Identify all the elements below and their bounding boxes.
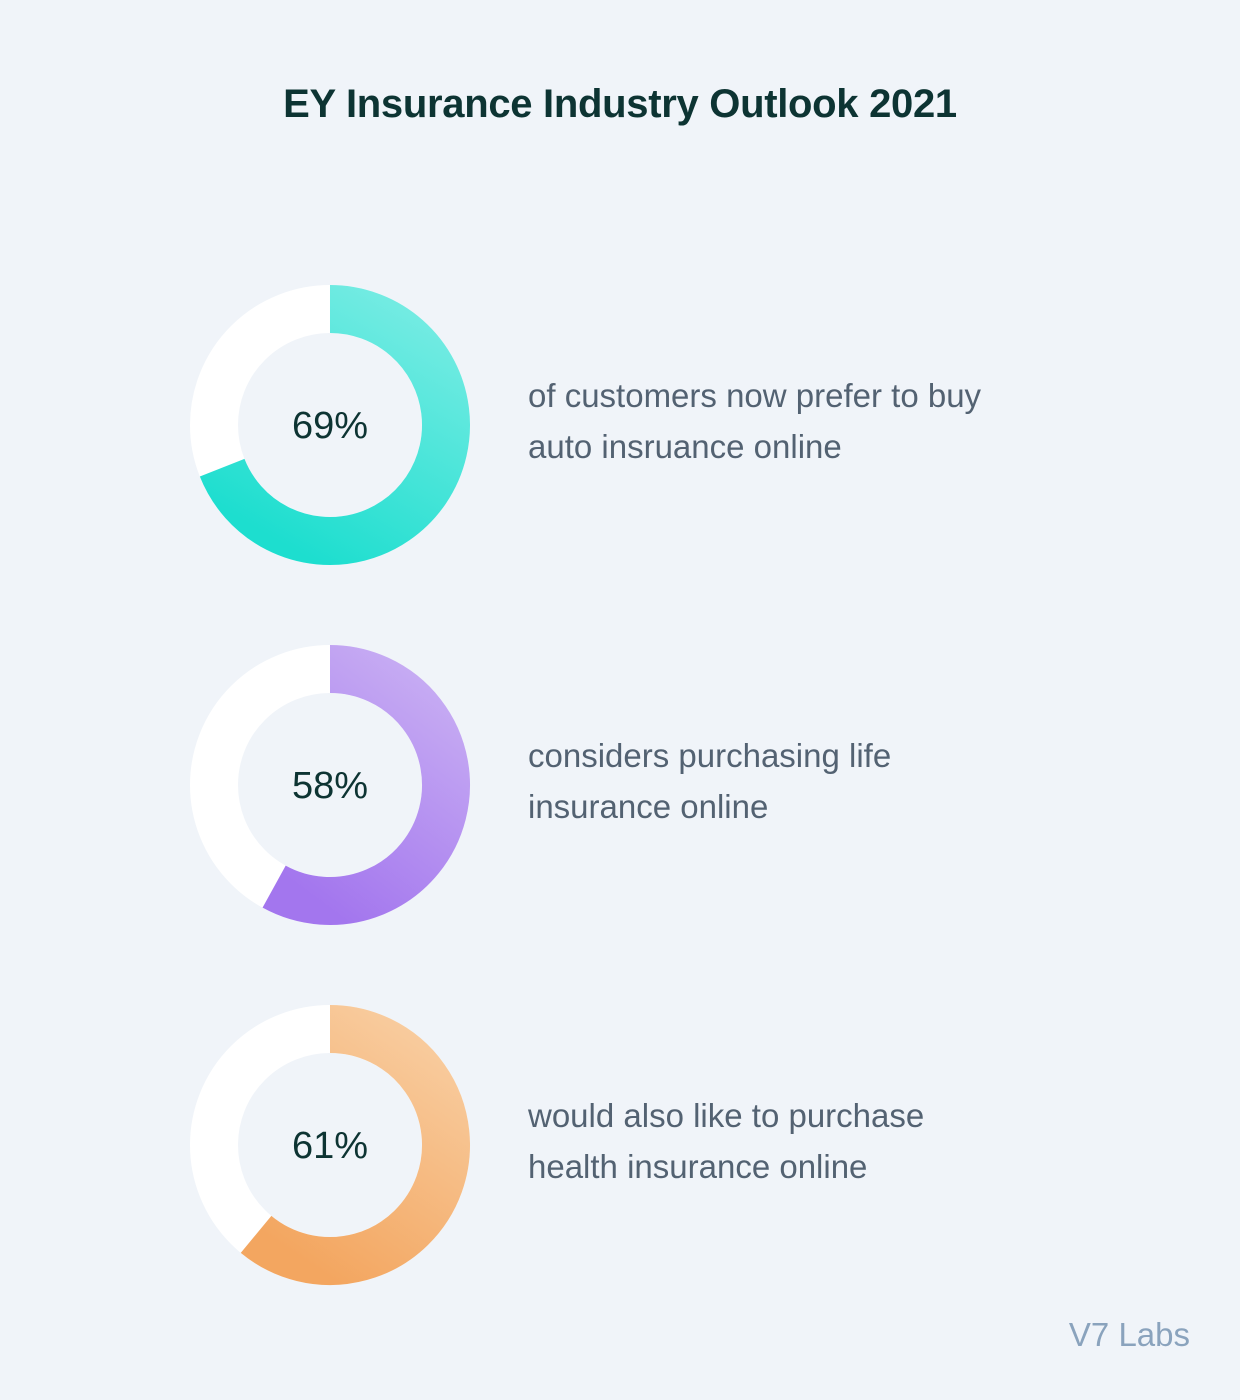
description-line: auto insruance online — [528, 428, 842, 465]
donut-arc — [240, 1005, 470, 1285]
stat-description: considers purchasing life insurance onli… — [528, 730, 1168, 832]
percent-label: 69% — [292, 405, 368, 447]
description-line: health insurance online — [528, 1148, 868, 1185]
percent-label: 58% — [292, 765, 368, 807]
description-line: of customers now prefer to buy — [528, 377, 982, 414]
page-title: EY Insurance Industry Outlook 2021 — [283, 82, 957, 126]
percent-label: 61% — [292, 1125, 368, 1167]
donut-arc — [199, 285, 470, 565]
stat-auto: 69% of customers now prefer to buy auto … — [0, 280, 1240, 570]
donut-chart: 69% — [190, 285, 470, 565]
description-line: would also like to purchase — [528, 1097, 925, 1134]
donut-chart: 61% — [190, 1005, 470, 1285]
description-line: considers purchasing life — [528, 737, 892, 774]
donut-chart: 58% — [190, 645, 470, 925]
description-line: insurance online — [528, 788, 769, 825]
donut-arc — [262, 645, 470, 925]
brand-footer: V7 Labs — [1068, 1316, 1190, 1353]
stat-description: would also like to purchase health insur… — [528, 1090, 1168, 1192]
stat-health: 61% would also like to purchase health i… — [0, 1000, 1240, 1290]
stat-description: of customers now prefer to buy auto insr… — [528, 370, 1168, 472]
stat-life: 58% considers purchasing life insurance … — [0, 640, 1240, 930]
